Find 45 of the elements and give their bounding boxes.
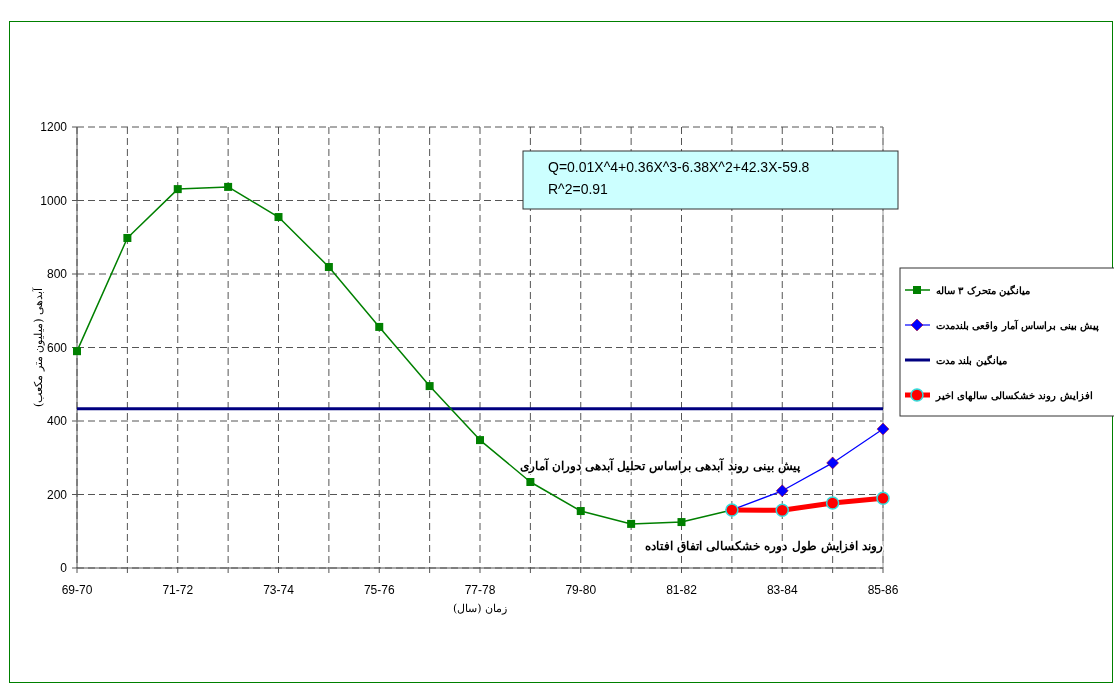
point: [375, 322, 384, 331]
x-tick-label: 83-84: [766, 583, 798, 597]
annotation: روند افزایش طول دوره خشکسالی اتفاق افتاده: [644, 539, 883, 554]
annotation: Q=0.01X^4+0.36X^3-6.38X^2+42.3X-59.8 R^2=0.91: [548, 159, 810, 197]
x-tick-label: 85-86: [867, 583, 899, 597]
x-tick-label: 69-70: [61, 583, 93, 597]
point: [776, 484, 789, 498]
x-tick-label: 79-80: [565, 583, 597, 597]
y-tick-label: 1200: [40, 120, 68, 135]
y-tick-label: 200: [46, 487, 68, 502]
point: [876, 491, 890, 505]
point: [173, 185, 182, 194]
point: [775, 503, 789, 518]
x-tick-label: 77-78: [464, 583, 496, 597]
legend-label: افزایش روند خشکسالی سالهای اخیر: [935, 389, 1093, 402]
point: [73, 347, 81, 356]
y-axis-title: آبدهی (میلیون متر مکعب): [31, 286, 45, 408]
x-tick-label: 81-82: [666, 583, 698, 597]
point: [876, 422, 890, 436]
point: [123, 233, 132, 242]
x-tick-label: 71-72: [162, 583, 194, 597]
legend-label: پیش بینی براساس آمار واقعی بلندمدت: [936, 318, 1100, 332]
legend-label: میانگین متحرک ۳ ساله: [936, 283, 1031, 297]
point: [476, 436, 484, 445]
point: [425, 382, 434, 391]
annotation: پیش بینی روند آبدهی براساس تحلیل آبدهی دوران آماری: [519, 457, 801, 474]
point: [627, 519, 636, 528]
y-tick-label: 0: [60, 561, 68, 576]
point: [576, 507, 585, 516]
y-tick-label: 1000: [40, 193, 68, 208]
point: [825, 496, 840, 510]
y-tick-label: 600: [46, 340, 68, 355]
point: [526, 478, 535, 487]
legend-label: میانگین بلند مدت: [936, 353, 1007, 367]
point: [274, 213, 283, 222]
x-axis-title: زمان (سال): [452, 602, 508, 615]
point: [826, 456, 839, 470]
text-box: Q=0.01X^4+0.36X^3-6.38X^2+42.3X-59.8 R^2=0.91: [522, 150, 899, 210]
point: [677, 518, 686, 527]
x-tick-label: 73-74: [263, 583, 295, 597]
y-tick-label: 400: [46, 414, 68, 429]
x-tick-label: 75-76: [363, 583, 395, 597]
point: [324, 263, 333, 272]
y-tick-label: 800: [46, 267, 68, 282]
point: [224, 182, 233, 191]
